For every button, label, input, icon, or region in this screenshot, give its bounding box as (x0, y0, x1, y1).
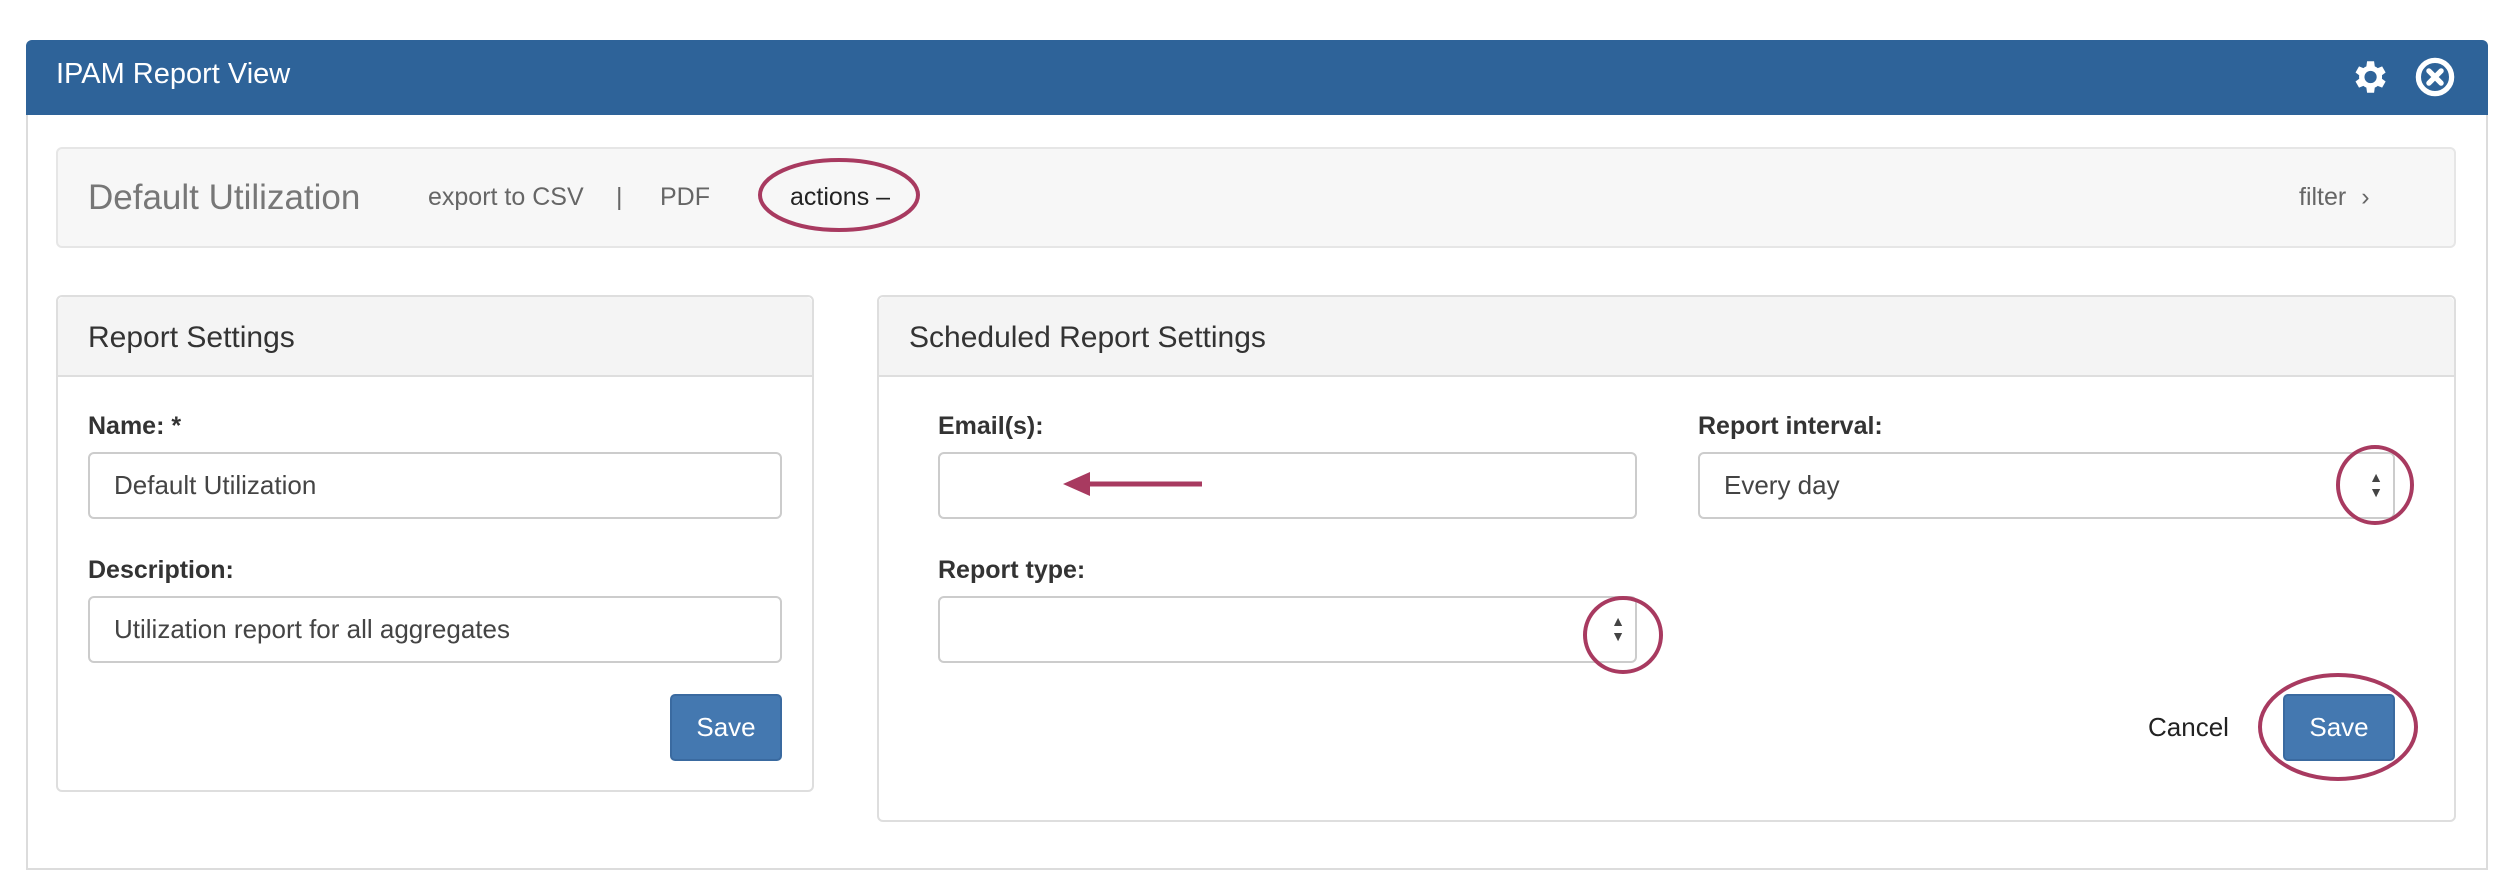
description-label: Description: (88, 556, 234, 584)
emails-label: Email(s): (938, 412, 1044, 440)
gear-icon[interactable] (2348, 56, 2390, 98)
window-title: IPAM Report View (56, 58, 291, 90)
name-input[interactable]: Default Utilization (88, 452, 782, 519)
panel-heading: Report Settings (58, 297, 812, 377)
save-report-settings-button[interactable]: Save (670, 694, 782, 761)
report-toolbar (56, 147, 2456, 248)
toolbar-separator: | (616, 183, 623, 211)
select-arrows-icon: ▲ ▼ (1611, 613, 1625, 644)
interval-label: Report interval: (1698, 412, 1883, 440)
select-arrows-icon: ▲ ▼ (2369, 469, 2383, 500)
report-name-heading: Default Utilization (88, 178, 361, 217)
save-schedule-button[interactable]: Save (2283, 694, 2395, 761)
cancel-button[interactable]: Cancel (2148, 712, 2229, 742)
report-type-select[interactable]: ▲ ▼ (938, 596, 1637, 663)
window-header (26, 40, 2488, 115)
name-label: Name: * (88, 412, 182, 440)
filter-link[interactable]: filter › (2299, 183, 2370, 212)
pdf-link[interactable]: PDF (660, 183, 710, 211)
interval-select[interactable]: Every day ▲ ▼ (1698, 452, 2395, 519)
interval-value: Every day (1724, 470, 1840, 500)
panel-title: Scheduled Report Settings (909, 321, 1266, 354)
scheduled-report-panel: Scheduled Report Settings (877, 295, 2456, 822)
filter-label: filter (2299, 183, 2347, 211)
panel-heading: Scheduled Report Settings (879, 297, 2454, 377)
export-csv-link[interactable]: export to CSV (428, 183, 584, 211)
actions-toggle[interactable]: actions – (790, 183, 891, 211)
chevron-right-icon: › (2361, 183, 2370, 211)
panel-title: Report Settings (88, 321, 295, 354)
close-circle-icon[interactable] (2414, 56, 2456, 98)
emails-input[interactable] (938, 452, 1637, 519)
report-type-label: Report type: (938, 556, 1086, 584)
description-input[interactable]: Utilization report for all aggregates (88, 596, 782, 663)
